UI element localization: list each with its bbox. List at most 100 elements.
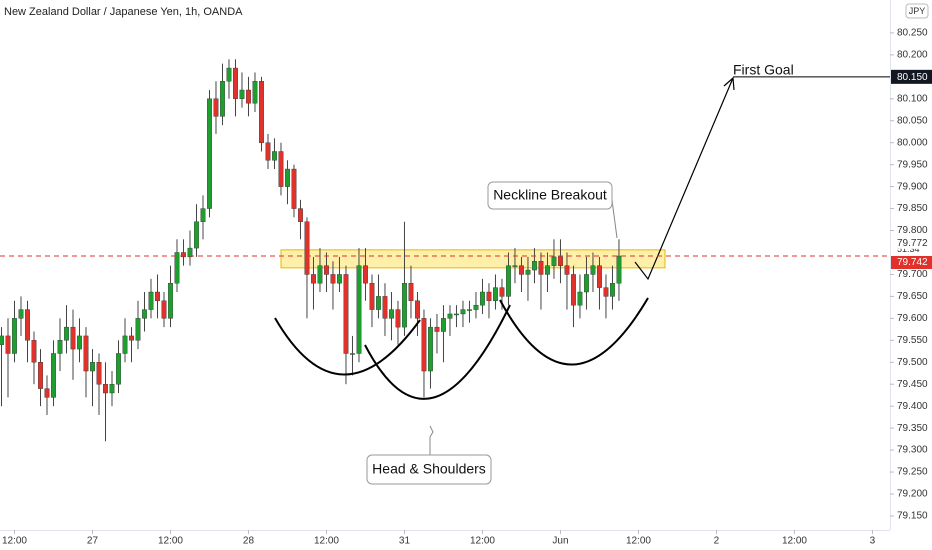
y-tick-label: 79.250 — [897, 467, 928, 478]
candle-body — [174, 252, 180, 284]
x-tick-label: Jun — [552, 536, 568, 547]
high-price-box — [891, 237, 932, 249]
x-tick-label: 28 — [243, 536, 255, 547]
candle-body — [408, 283, 414, 301]
candle-body — [129, 335, 134, 341]
left-shoulder-arc — [274, 317, 421, 376]
candle-body — [161, 300, 167, 319]
countdown-box — [891, 243, 932, 255]
current-price-box — [891, 255, 932, 269]
candle-body — [402, 283, 407, 328]
y-tick-label: 79.300 — [897, 445, 928, 456]
candle-body — [610, 283, 615, 297]
candle-body — [233, 67, 238, 99]
candle-body — [415, 300, 420, 319]
candle-body — [181, 252, 186, 258]
candle-body — [584, 274, 589, 293]
candle-body — [12, 318, 17, 354]
candle-body — [363, 265, 368, 284]
y-tick-label: 79.350 — [897, 423, 928, 434]
candle-body — [239, 89, 245, 99]
candle-body — [499, 287, 505, 297]
candle-body — [304, 221, 310, 275]
candle-body — [532, 261, 537, 271]
candle-body — [558, 256, 563, 266]
y-tick-label: 79.450 — [897, 379, 928, 390]
candle-body — [220, 81, 225, 117]
x-tick-label: 31 — [399, 536, 411, 547]
x-tick-label: 12:00 — [2, 536, 27, 547]
candle-body — [473, 304, 479, 310]
x-tick-label: 27 — [87, 536, 99, 547]
neckline-zone — [280, 249, 666, 269]
countdown: 51:34 — [897, 244, 920, 254]
current-price-label: 79.742 — [897, 257, 928, 268]
candle-body — [343, 274, 349, 354]
y-tick-label: 79.500 — [897, 357, 928, 368]
candle-body — [116, 353, 121, 385]
candle-body — [226, 67, 232, 82]
y-tick-label: 79.200 — [897, 489, 928, 500]
y-tick-label: 79.550 — [897, 335, 928, 346]
x-tick-label: 12:00 — [626, 536, 651, 547]
candle-body — [31, 340, 37, 363]
candle-body — [395, 309, 401, 328]
y-tick-label: 80.050 — [897, 115, 928, 126]
candle-body — [376, 296, 381, 310]
annotation: Neckline Breakout — [493, 187, 607, 203]
candle-body — [369, 283, 375, 310]
right-shoulder-arc — [499, 297, 649, 366]
candle-body — [213, 98, 219, 117]
candle-body — [135, 318, 141, 341]
candle-body — [564, 265, 570, 275]
y-tick-label: 79.150 — [897, 511, 928, 522]
candle-body — [83, 335, 89, 372]
arrow-line — [634, 77, 734, 281]
candle-body — [571, 274, 576, 306]
candle-body — [506, 265, 511, 297]
y-tick-label: 79.600 — [897, 313, 928, 324]
candle-body — [142, 309, 147, 319]
candle-body — [616, 255, 622, 284]
candle-body — [590, 265, 596, 275]
currency: JPY — [909, 6, 926, 16]
high-price-label: 79.772 — [897, 238, 928, 249]
candle-body — [168, 283, 173, 319]
candle-body — [421, 318, 427, 372]
pattern-drawings — [274, 297, 649, 400]
candle-body — [246, 89, 251, 104]
candle-body — [64, 326, 69, 341]
x-tick-label: 12:00 — [470, 536, 495, 547]
goal-price-box — [891, 69, 932, 84]
candle-body — [272, 151, 277, 161]
candle-body — [577, 291, 583, 306]
candle-body — [493, 287, 498, 301]
candle-body — [545, 265, 550, 275]
candle-body — [512, 265, 518, 267]
candle-body — [298, 208, 303, 222]
candle-body — [77, 335, 82, 350]
candle-body — [25, 309, 30, 341]
y-tick-label: 80.200 — [897, 50, 928, 61]
candle-body — [428, 326, 433, 372]
callout-box — [366, 454, 492, 485]
y-tick-label: 79.950 — [897, 159, 928, 170]
candle-body — [278, 151, 284, 187]
candle-body — [200, 208, 206, 222]
callout-pointer — [611, 199, 618, 239]
currency-badge — [905, 3, 929, 19]
candle-body — [252, 81, 258, 104]
candle-body — [265, 142, 271, 161]
x-tick-label: 3 — [870, 536, 876, 547]
candle-body — [434, 326, 440, 332]
candle-body — [207, 98, 212, 209]
y-tick-label: 80.100 — [897, 93, 928, 104]
goal-price-label: 80.150 — [897, 72, 928, 83]
y-tick-label: 79.850 — [897, 203, 928, 214]
head-arc — [364, 304, 511, 400]
candle-body — [460, 309, 466, 315]
candle-body — [311, 274, 316, 284]
candle-body — [447, 313, 453, 319]
candle-body — [259, 81, 264, 143]
